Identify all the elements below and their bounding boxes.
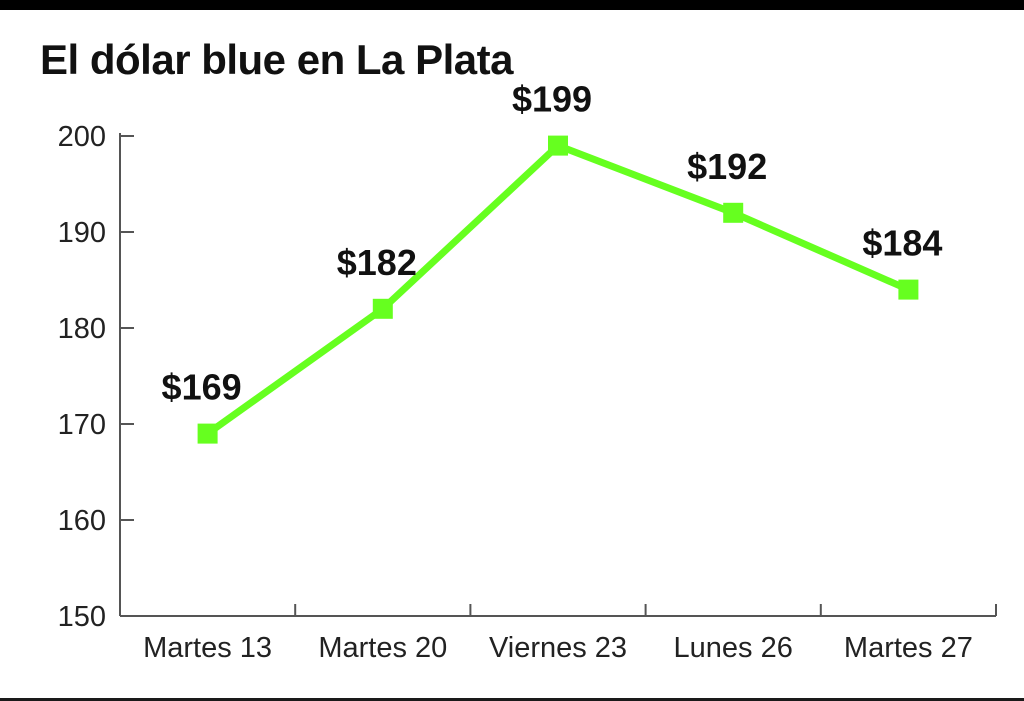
markers — [197, 135, 919, 444]
data-point-marker — [723, 202, 744, 223]
y-tick-label: 150 — [58, 601, 106, 633]
x-tick-label: Viernes 23 — [489, 632, 627, 664]
x-tick-label: Martes 13 — [143, 632, 272, 664]
y-tick-label: 180 — [58, 313, 106, 345]
x-tick-label: Martes 27 — [844, 632, 973, 664]
data-point-marker — [548, 135, 568, 156]
data-label: $199 — [512, 79, 592, 120]
data-point-marker — [898, 279, 919, 300]
y-tick-label: 190 — [58, 217, 106, 249]
data-labels: $169 $182 $199 $192 $184 — [162, 79, 943, 408]
data-label: $184 — [862, 223, 942, 264]
data-label: $182 — [337, 242, 417, 283]
y-tick-label: 170 — [58, 409, 106, 441]
chart-title: El dólar blue en La Plata — [40, 36, 513, 83]
y-ticks: 150 160 170 180 190 200 — [58, 121, 134, 633]
bottom-rule — [0, 698, 1024, 701]
x-ticks: Martes 13 Martes 20 Viernes 23 Lunes 26 Mart… — [143, 604, 997, 664]
series-line — [205, 141, 910, 437]
x-tick-label: Martes 20 — [318, 632, 447, 664]
data-label: $169 — [162, 367, 242, 408]
top-bar — [0, 0, 1024, 10]
data-point-marker — [372, 298, 393, 319]
y-tick-label: 200 — [58, 121, 106, 153]
y-tick-label: 160 — [58, 505, 106, 537]
data-point-marker — [197, 423, 218, 444]
x-tick-label: Lunes 26 — [674, 632, 793, 664]
data-label: $192 — [687, 146, 767, 187]
